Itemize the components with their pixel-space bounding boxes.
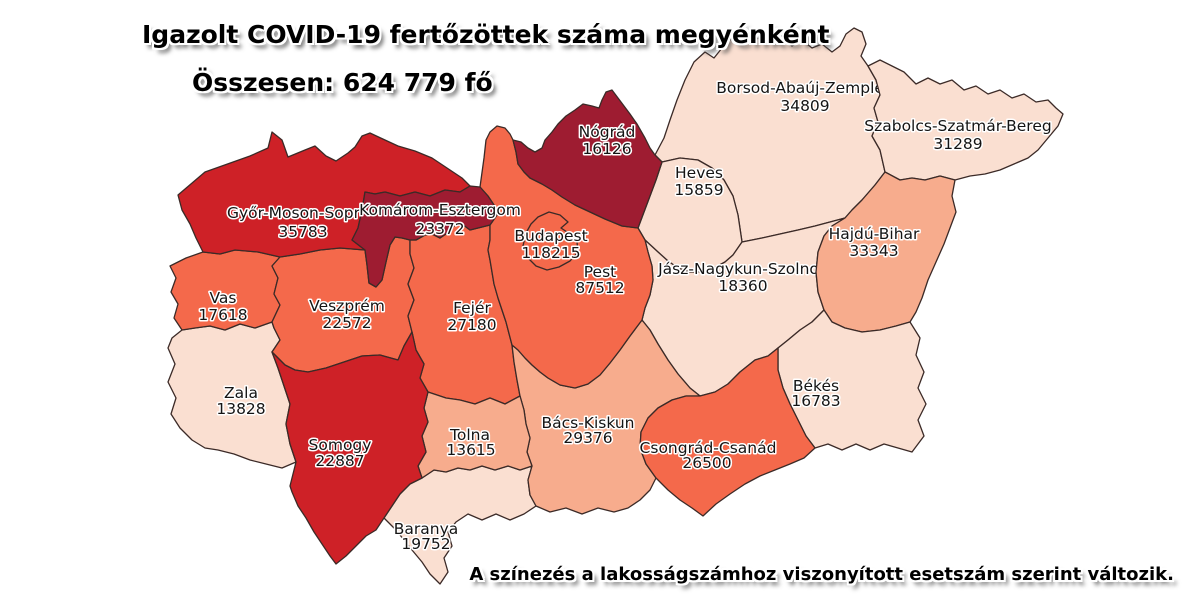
county-value-bacs: 29376 [563, 429, 612, 447]
county-value-hajdu: 33343 [849, 242, 898, 260]
county-csongrad-csanad: Csongrád-Csanád 26500 [638, 347, 816, 517]
county-value-veszprem: 22572 [322, 314, 371, 332]
county-fejer: Fejér 27180 [407, 223, 521, 405]
page-title: Igazolt COVID-19 fertőzöttek száma megyé… [142, 20, 830, 49]
county-label-nograd: Nógrád [579, 123, 636, 141]
county-value-pest: 87512 [575, 279, 624, 297]
county-value-fejer: 27180 [447, 316, 496, 334]
county-value-baranya: 19752 [401, 535, 450, 553]
county-label-hajdu: Hajdú-Bihar [829, 225, 920, 243]
county-borsod-abauj-zemplen: Borsod-Abaúj-Zemplén 34809 [654, 27, 895, 243]
county-label-szabolcs: Szabolcs-Szatmár-Bereg [864, 117, 1051, 135]
county-label-jnsz: Jász-Nagykun-Szolnok [657, 260, 828, 278]
county-jasz-nagykun-szolnok: Jász-Nagykun-Szolnok 18360 [641, 217, 846, 397]
county-value-nograd: 16126 [582, 140, 631, 158]
county-label-pest: Pest [584, 263, 616, 281]
county-label-tolna: Tolna [449, 426, 490, 444]
county-budapest: Budapest 118215 [513, 211, 589, 271]
county-value-komarom: 23372 [415, 220, 464, 238]
county-value-borsod: 34809 [780, 97, 829, 115]
county-value-jnsz: 18360 [718, 277, 767, 295]
county-szabolcs-szatmar-bereg: Szabolcs-Szatmár-Bereg 31289 [863, 59, 1064, 181]
county-label-heves: Heves [675, 164, 723, 182]
county-somogy: Somogy 22887 [271, 331, 429, 565]
county-label-somogy: Somogy [309, 436, 372, 454]
county-label-fejer: Fejér [453, 299, 491, 317]
county-label-budapest: Budapest [514, 227, 587, 245]
county-label-vas: Vas [210, 289, 237, 307]
color-scale-note: A színezés a lakosságszámhoz viszonyítot… [469, 564, 1174, 585]
county-value-tolna: 13615 [446, 441, 495, 459]
county-label-gyor: Győr-Moson-Sopron [227, 204, 379, 222]
county-value-szabolcs: 31289 [933, 135, 982, 153]
county-tolna: Tolna 13615 [417, 391, 533, 479]
county-value-budapest: 118215 [521, 244, 580, 262]
county-label-borsod: Borsod-Abaúj-Zemplén [716, 79, 894, 97]
county-value-heves: 15859 [674, 181, 723, 199]
county-gyor-moson-sopron: Győr-Moson-Sopron 35783 [177, 131, 471, 258]
county-value-csongrad: 26500 [682, 454, 731, 472]
county-vas: Vas 17618 [169, 249, 281, 331]
county-label-komarom: Komárom-Esztergom [359, 201, 521, 219]
county-label-csongrad: Csongrád-Csanád [640, 439, 777, 457]
county-label-bacs: Bács-Kiskun [541, 414, 634, 432]
county-label-veszprem: Veszprém [309, 297, 385, 315]
county-nograd: Nógrád 16126 [512, 89, 663, 229]
county-value-gyor: 35783 [278, 223, 327, 241]
county-label-bekes: Békés [793, 377, 839, 395]
county-veszprem: Veszprém 22572 [271, 236, 415, 373]
county-hajdu-bihar: Hajdú-Bihar 33343 [815, 171, 957, 333]
county-label-baranya: Baranya [394, 520, 459, 538]
county-komarom-esztergom: Komárom-Esztergom 23372 [351, 185, 522, 288]
total-cases-subtitle: Összesen: 624 779 fő [192, 68, 493, 97]
county-value-zala: 13828 [216, 400, 265, 418]
county-value-somogy: 22887 [315, 452, 364, 470]
county-value-bekes: 16783 [791, 392, 840, 410]
county-zala: Zala 13828 [167, 321, 297, 469]
county-label-zala: Zala [224, 384, 258, 402]
county-value-vas: 17618 [198, 306, 247, 324]
